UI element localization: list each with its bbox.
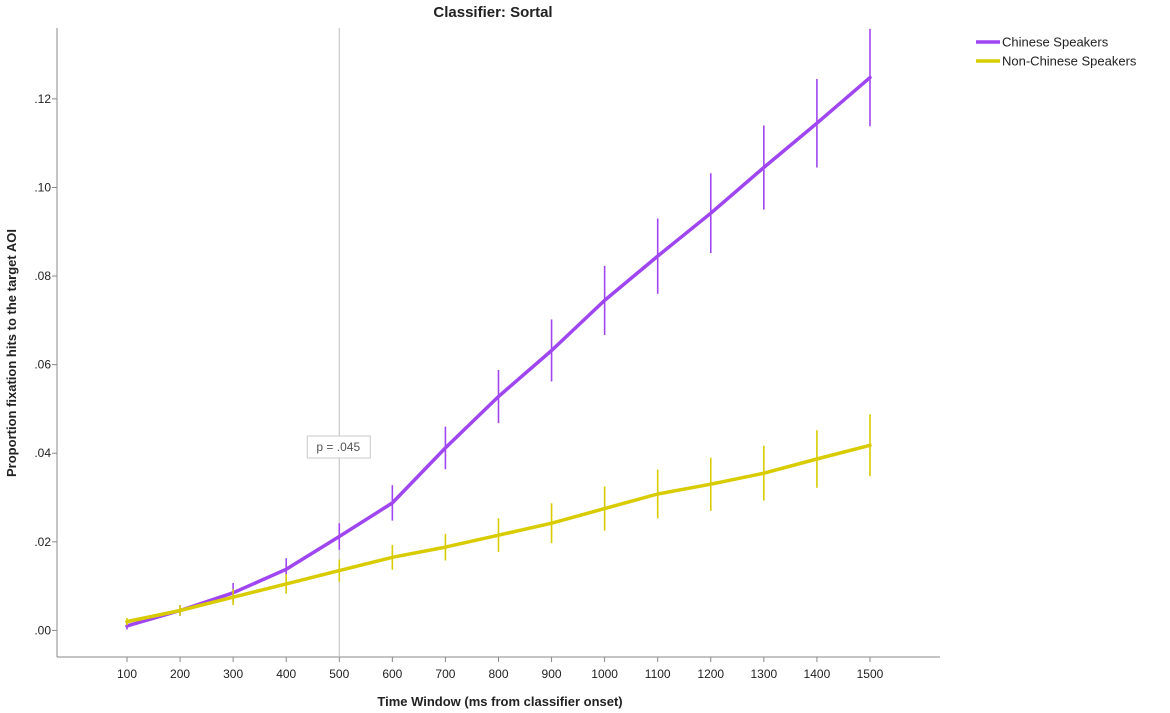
x-tick-label: 1100 [645, 667, 671, 681]
legend-label: Non-Chinese Speakers [1002, 54, 1137, 69]
x-tick-label: 800 [488, 667, 508, 681]
annotation-layer: p = .045 [306, 435, 371, 459]
y-tick-label: .00 [34, 623, 51, 637]
y-tick-label: .12 [34, 92, 51, 106]
x-tick-label: 1500 [857, 667, 884, 681]
x-tick-label: 1400 [804, 667, 831, 681]
series-1 [125, 414, 872, 626]
legend-label: Chinese Speakers [1002, 35, 1109, 50]
chart-title: Classifier: Sortal [433, 4, 552, 21]
y-tick-label: .10 [34, 180, 51, 194]
x-tick-label: 1300 [750, 667, 777, 681]
x-tick-label: 400 [276, 667, 296, 681]
legend: Chinese Speakers Non-Chinese Speakers [976, 35, 1137, 69]
x-tick-label: 500 [329, 667, 349, 681]
x-tick-label: 300 [223, 667, 243, 681]
annotation: p = .045 [306, 435, 371, 459]
y-tick-label: .08 [34, 269, 51, 283]
x-tick-label: 1000 [591, 667, 618, 681]
y-axis-label: Proportion fixation hits to the target A… [4, 229, 19, 477]
x-tick-label: 700 [435, 667, 455, 681]
y-tick-label: .04 [34, 446, 51, 460]
x-tick-label: 200 [170, 667, 190, 681]
series-layer [125, 28, 872, 630]
legend-item: Non-Chinese Speakers [976, 54, 1137, 69]
annotation-box [306, 435, 371, 459]
x-tick-label: 900 [542, 667, 562, 681]
x-axis-label: Time Window (ms from classifier onset) [377, 694, 622, 709]
axes: .00 .02 .04 .06 .08 .10 .12 100 200 300 400 500 600 7… [34, 28, 940, 681]
y-tick-label: .02 [34, 535, 51, 549]
annotation-text: p = .045 [316, 440, 360, 454]
x-tick-label: 100 [117, 667, 137, 681]
y-tick-label: .06 [34, 358, 51, 372]
x-tick-label: 1200 [697, 667, 724, 681]
x-tick-label: 600 [382, 667, 402, 681]
legend-item: Chinese Speakers [976, 35, 1109, 50]
